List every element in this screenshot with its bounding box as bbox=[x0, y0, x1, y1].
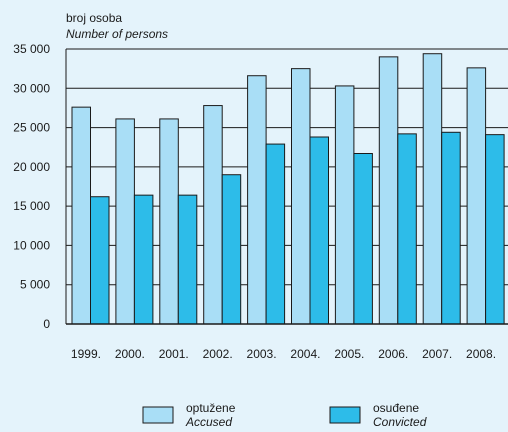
bar-accused bbox=[203, 105, 223, 325]
bar-convicted bbox=[90, 196, 110, 325]
y-tick-label: 20 000 bbox=[13, 160, 50, 174]
x-tick-label: 2007. bbox=[422, 347, 452, 361]
x-tick-label: 2005. bbox=[334, 347, 364, 361]
bar-accused bbox=[71, 106, 91, 325]
y-tick-label: 25 000 bbox=[13, 121, 50, 135]
legend-swatch-convicted bbox=[329, 406, 361, 424]
bar-convicted bbox=[221, 174, 242, 325]
bar-convicted bbox=[265, 143, 286, 325]
y-tick-label: 0 bbox=[43, 317, 50, 331]
y-axis-title: broj osoba bbox=[66, 11, 122, 25]
bar-accused bbox=[466, 67, 487, 325]
y-axis-title-en: Number of persons bbox=[66, 27, 168, 41]
bar-accused bbox=[422, 53, 443, 325]
y-tick-label: 10 000 bbox=[13, 238, 50, 252]
x-tick-label: 2002. bbox=[203, 347, 233, 361]
legend-label-en-accused: Accused bbox=[185, 415, 232, 429]
x-axis-ticks: 1999. 2000. 2001. 2002. 2003. 2004. 2005. 2006.… bbox=[71, 347, 496, 361]
x-tick-label: 2001. bbox=[159, 347, 189, 361]
bar-convicted bbox=[177, 194, 198, 325]
bar-convicted bbox=[441, 131, 461, 325]
y-axis-ticks: 0 5 000 10 000 15 000 20 000 25 000 30 000 35 0… bbox=[13, 42, 50, 331]
bar-accused bbox=[115, 118, 135, 325]
legend-label-convicted: osuđene bbox=[373, 401, 419, 415]
x-tick-label: 1999. bbox=[71, 347, 101, 361]
bar-convicted bbox=[485, 134, 505, 325]
x-tick-label: 2008. bbox=[466, 347, 496, 361]
bar-convicted bbox=[133, 194, 154, 325]
bar-accused bbox=[378, 56, 399, 325]
x-tick-label: 2006. bbox=[378, 347, 408, 361]
x-tick-label: 2003. bbox=[247, 347, 277, 361]
bar-convicted bbox=[309, 136, 329, 325]
bar-accused bbox=[334, 85, 355, 325]
legend-label-accused: optužene bbox=[186, 401, 236, 415]
y-tick-label: 15 000 bbox=[13, 199, 50, 213]
bar-convicted bbox=[353, 153, 373, 325]
bar-accused bbox=[247, 75, 267, 325]
x-tick-label: 2000. bbox=[115, 347, 145, 361]
axes bbox=[65, 49, 508, 325]
bar-accused bbox=[291, 68, 311, 325]
bars bbox=[71, 53, 505, 325]
y-tick-label: 35 000 bbox=[13, 42, 50, 56]
x-tick-label: 2004. bbox=[290, 347, 320, 361]
y-tick-label: 30 000 bbox=[13, 81, 50, 95]
bar-accused bbox=[159, 118, 179, 325]
legend-swatch-accused bbox=[142, 406, 174, 424]
legend-label-en-convicted: Convicted bbox=[373, 415, 427, 429]
y-tick-label: 5 000 bbox=[20, 278, 50, 292]
bar-convicted bbox=[397, 133, 417, 325]
